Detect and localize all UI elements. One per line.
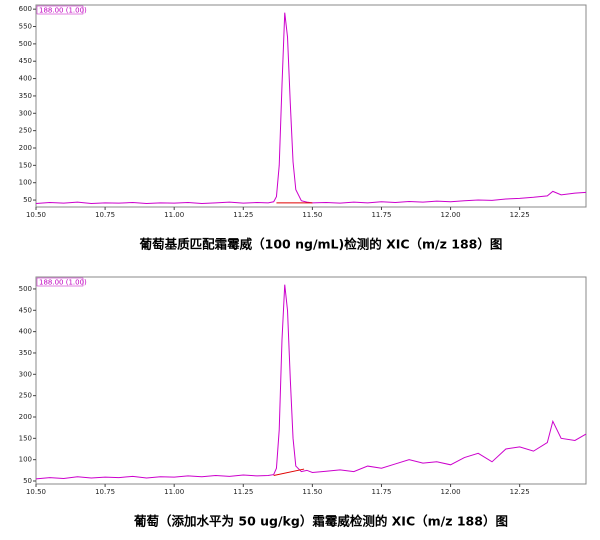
data-line (35, 12, 587, 205)
y-tick-label: 500 (19, 285, 32, 293)
annotation: 188.00 (1.00) (39, 7, 87, 15)
y-tick-label: 50 (23, 196, 32, 204)
y-tick-label: 150 (19, 161, 32, 169)
y-tick-label: 350 (19, 349, 32, 357)
x-tick-label: 10.50 (26, 211, 46, 219)
x-tick-label: 11.25 (233, 211, 253, 219)
x-tick-label: 12.25 (510, 211, 530, 219)
x-tick-label: 10.50 (26, 488, 46, 496)
y-tick-label: 400 (19, 328, 32, 336)
y-tick-label: 50 (23, 477, 32, 485)
caption: 葡萄（添加水平为 50 ug/kg）霜霉威检测的 XIC（m/z 188）图 (133, 514, 508, 529)
y-tick-label: 200 (19, 413, 32, 421)
caption: 葡萄基质匹配霜霉威（100 ng/mL)检测的 XIC（m/z 188）图 (139, 237, 503, 252)
x-tick-label: 10.75 (95, 211, 115, 219)
x-tick-label: 12.25 (510, 488, 530, 496)
x-tick-label: 11.50 (302, 488, 322, 496)
y-tick-label: 600 (19, 5, 32, 13)
x-tick-label: 11.00 (164, 488, 184, 496)
y-tick-label: 450 (19, 306, 32, 314)
y-tick-label: 100 (19, 179, 32, 187)
x-tick-label: 11.75 (371, 211, 391, 219)
y-tick-label: 250 (19, 392, 32, 400)
y-tick-label: 350 (19, 92, 32, 100)
x-tick-label: 11.25 (233, 488, 253, 496)
y-tick-label: 450 (19, 57, 32, 65)
y-tick-label: 500 (19, 40, 32, 48)
annotation: 188.00 (1.00) (39, 279, 87, 287)
y-tick-label: 100 (19, 456, 32, 464)
y-tick-label: 400 (19, 75, 32, 83)
y-tick-label: 550 (19, 23, 32, 31)
plot-frame (35, 4, 587, 208)
x-tick-label: 12.00 (441, 211, 461, 219)
x-tick-label: 12.00 (441, 488, 461, 496)
y-tick-label: 300 (19, 109, 32, 117)
y-tick-label: 150 (19, 434, 32, 442)
y-tick-label: 250 (19, 127, 32, 135)
annotation-box (36, 5, 84, 15)
annotation-box (36, 277, 84, 287)
x-tick-label: 11.50 (302, 211, 322, 219)
data-line (273, 468, 305, 476)
plot-frame (35, 276, 587, 485)
data-line (35, 284, 587, 480)
x-tick-label: 10.75 (95, 488, 115, 496)
x-tick-label: 11.75 (371, 488, 391, 496)
y-tick-label: 200 (19, 144, 32, 152)
y-tick-label: 300 (19, 370, 32, 378)
x-tick-label: 11.00 (164, 211, 184, 219)
